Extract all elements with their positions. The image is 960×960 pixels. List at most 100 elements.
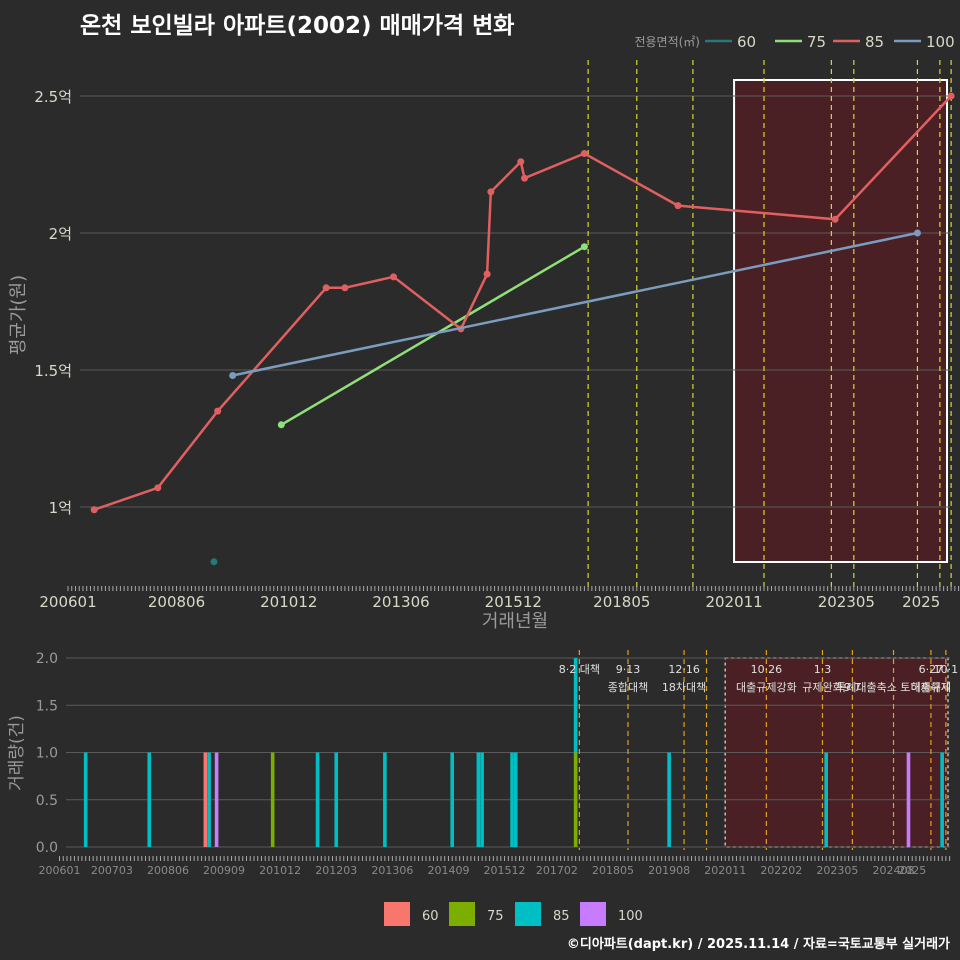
volume-x-tick-label: 201409: [427, 864, 469, 877]
policy-label: 대출규제: [911, 681, 951, 694]
volume-legend-label-85: 85: [553, 909, 570, 924]
volume-y-tick-label: 2.0: [36, 651, 58, 667]
volume-legend-swatch-75: [449, 902, 475, 926]
series-point-85: [90, 506, 98, 514]
policy-label: 9·13: [616, 663, 641, 676]
series-point-75: [580, 243, 588, 251]
series-point-85: [521, 174, 529, 182]
policy-label: 18차대책: [662, 681, 706, 694]
volume-legend-label-60: 60: [422, 909, 439, 924]
price-y-tick-label: 1억: [49, 499, 72, 517]
series-line-75: [280, 245, 586, 426]
volume-x-tick-label: 202011: [704, 864, 746, 877]
volume-bar-60: [203, 752, 208, 847]
policy-label: 1·3: [814, 663, 832, 676]
price-x-tick-label: 200601: [39, 593, 96, 611]
series-point-75: [277, 421, 285, 429]
volume-y-tick-label: 1.0: [36, 746, 58, 762]
volume-legend-label-75: 75: [487, 909, 504, 924]
volume-bar-85: [824, 752, 828, 847]
policy-label: 12·16: [668, 663, 700, 676]
legend-label-75: 75: [807, 33, 826, 51]
volume-legend-swatch-60: [384, 902, 410, 926]
source-credit: ©디아파트(dapt.kr) / 2025.11.14 / 자료=국토교통부 실…: [566, 937, 950, 952]
volume-bar-85: [147, 752, 152, 847]
price-x-tick-label: 200806: [148, 593, 205, 611]
policy-label: 9·7: [844, 681, 862, 694]
volume-bar-85: [513, 752, 518, 847]
price-x-tick-label: 202011: [705, 593, 762, 611]
volume-y-tick-label: 0.5: [36, 793, 58, 809]
volume-bar-85: [510, 752, 514, 847]
volume-x-tick-label: 201203: [315, 864, 357, 877]
price-y-tick-label: 2.5억: [34, 88, 72, 106]
volume-bar-85: [940, 752, 944, 847]
series-line-100: [232, 231, 918, 377]
series-point-85: [831, 215, 839, 223]
policy-label: 규제완화: [802, 681, 842, 694]
policy-label: 종합대책: [608, 681, 648, 694]
series-point-100: [229, 371, 237, 379]
price-x-tick-label: 201512: [485, 593, 542, 611]
series-point-85: [674, 202, 682, 210]
volume-x-tick-label: 202202: [760, 864, 802, 877]
series-point-85: [214, 407, 222, 415]
volume-bar-85: [450, 752, 454, 847]
price-x-tick-label: 201012: [260, 593, 317, 611]
volume-x-tick-label: 201908: [648, 864, 690, 877]
legend-label-60: 60: [737, 33, 756, 51]
series-point-85: [947, 92, 955, 100]
policy-label: 8·2 대책: [559, 663, 600, 676]
price-x-tick-label: 202305: [818, 593, 875, 611]
policy-label: 10·26: [751, 663, 783, 676]
volume-y-tick-label: 0.0: [36, 840, 58, 856]
series-point-85: [487, 188, 495, 196]
series-point-85: [517, 158, 525, 166]
volume-legend-swatch-100: [580, 902, 606, 926]
chart-title: 온천 보인빌라 아파트(2002) 매매가격 변화: [80, 13, 515, 39]
volume-bar-75: [270, 752, 275, 847]
volume-y-tick-label: 1.5: [36, 698, 58, 714]
series-point-85: [390, 273, 398, 281]
series-point-60: [210, 558, 218, 566]
volume-legend-swatch-85: [515, 902, 541, 926]
price-y-tick-label: 1.5억: [34, 362, 72, 380]
volume-bar-85: [83, 752, 88, 847]
price-x-tick-label: 2025: [902, 593, 940, 611]
volume-bar-75: [573, 752, 578, 847]
volume-y-axis-title: 거래량(건): [7, 715, 27, 791]
series-point-100: [913, 229, 921, 237]
volume-bar-85: [334, 752, 339, 847]
policy-label: 10·1: [934, 663, 959, 676]
volume-bar-85: [573, 658, 578, 753]
volume-legend-label-100: 100: [618, 909, 643, 924]
price-x-tick-label: 201805: [593, 593, 650, 611]
series-point-85: [341, 284, 349, 292]
policy-label: 특례대출축소 토허제해제: [836, 680, 951, 694]
highlight-region: [733, 79, 948, 563]
volume-x-tick-label: 200909: [203, 864, 245, 877]
policy-label: 대출규제강화: [736, 681, 797, 694]
volume-x-tick-label: 200806: [147, 864, 189, 877]
price-y-axis-title: 평균가(원): [8, 275, 29, 355]
volume-bar-100: [214, 752, 219, 847]
legend-label-85: 85: [865, 33, 884, 51]
volume-x-tick-label: 201702: [536, 864, 578, 877]
volume-bar-85: [207, 752, 211, 847]
volume-x-tick-label: 201512: [484, 864, 526, 877]
volume-x-tick-label: 202305: [816, 864, 858, 877]
volume-bar-85: [667, 752, 671, 847]
policy-label: 6·27: [919, 663, 944, 676]
price-y-tick-label: 2억: [49, 225, 72, 243]
series-point-85: [483, 270, 491, 278]
series-point-85: [322, 284, 330, 292]
volume-bar-85: [383, 752, 387, 847]
series-point-85: [154, 484, 162, 492]
volume-bar-85: [480, 752, 484, 847]
volume-x-tick-label: 201805: [592, 864, 634, 877]
volume-bar-85: [315, 752, 320, 847]
volume-bar-100: [906, 752, 911, 847]
series-point-85: [580, 150, 588, 158]
price-x-tick-label: 201306: [372, 593, 429, 611]
